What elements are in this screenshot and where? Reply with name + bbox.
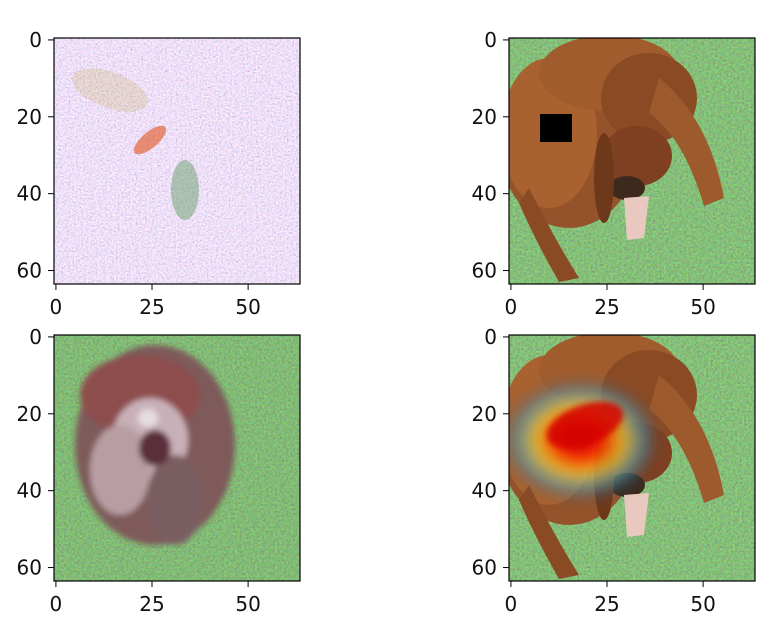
image-frame (508, 37, 756, 285)
y-tick-label: 60 (17, 556, 42, 580)
image-frame (53, 334, 301, 582)
image-frame (508, 334, 756, 582)
y-tick-label: 20 (472, 402, 497, 426)
y-tick-label: 0 (29, 28, 42, 52)
x-tick-label: 50 (235, 295, 260, 319)
x-tick-label: 0 (50, 295, 63, 319)
heatmap-overlay (509, 378, 660, 502)
x-tick-label: 25 (594, 592, 619, 616)
panel-dog-heatmap (508, 334, 756, 582)
occlusion-square (540, 114, 572, 142)
x-tick-label: 50 (690, 295, 715, 319)
panel-dog-reconstruction (53, 334, 301, 582)
panel-noise-visualization (53, 37, 301, 285)
x-tick-label: 0 (50, 592, 63, 616)
x-tick-label: 50 (235, 592, 260, 616)
y-tick-label: 20 (17, 105, 42, 129)
panel-dog-occluded (508, 37, 756, 285)
y-tick-label: 40 (472, 182, 497, 206)
x-tick-label: 50 (690, 592, 715, 616)
axes-layer: 0 25 50 0 20 40 60 0 25 50 0 20 40 60 0 25 50 0 20 40 60 0 25 5… (17, 28, 716, 616)
x-tick-label: 0 (505, 295, 518, 319)
y-tick-label: 40 (17, 479, 42, 503)
x-tick-label: 25 (139, 592, 164, 616)
image-frame (53, 37, 301, 285)
y-tick-label: 60 (472, 259, 497, 283)
y-tick-label: 0 (484, 28, 497, 52)
y-tick-label: 60 (472, 556, 497, 580)
y-tick-label: 0 (29, 325, 42, 349)
y-tick-label: 0 (484, 325, 497, 349)
y-tick-label: 40 (472, 479, 497, 503)
y-tick-label: 40 (17, 182, 42, 206)
y-tick-label: 20 (472, 105, 497, 129)
x-tick-label: 25 (139, 295, 164, 319)
y-tick-label: 60 (17, 259, 42, 283)
x-tick-label: 25 (594, 295, 619, 319)
x-tick-label: 0 (505, 592, 518, 616)
y-tick-label: 20 (17, 402, 42, 426)
